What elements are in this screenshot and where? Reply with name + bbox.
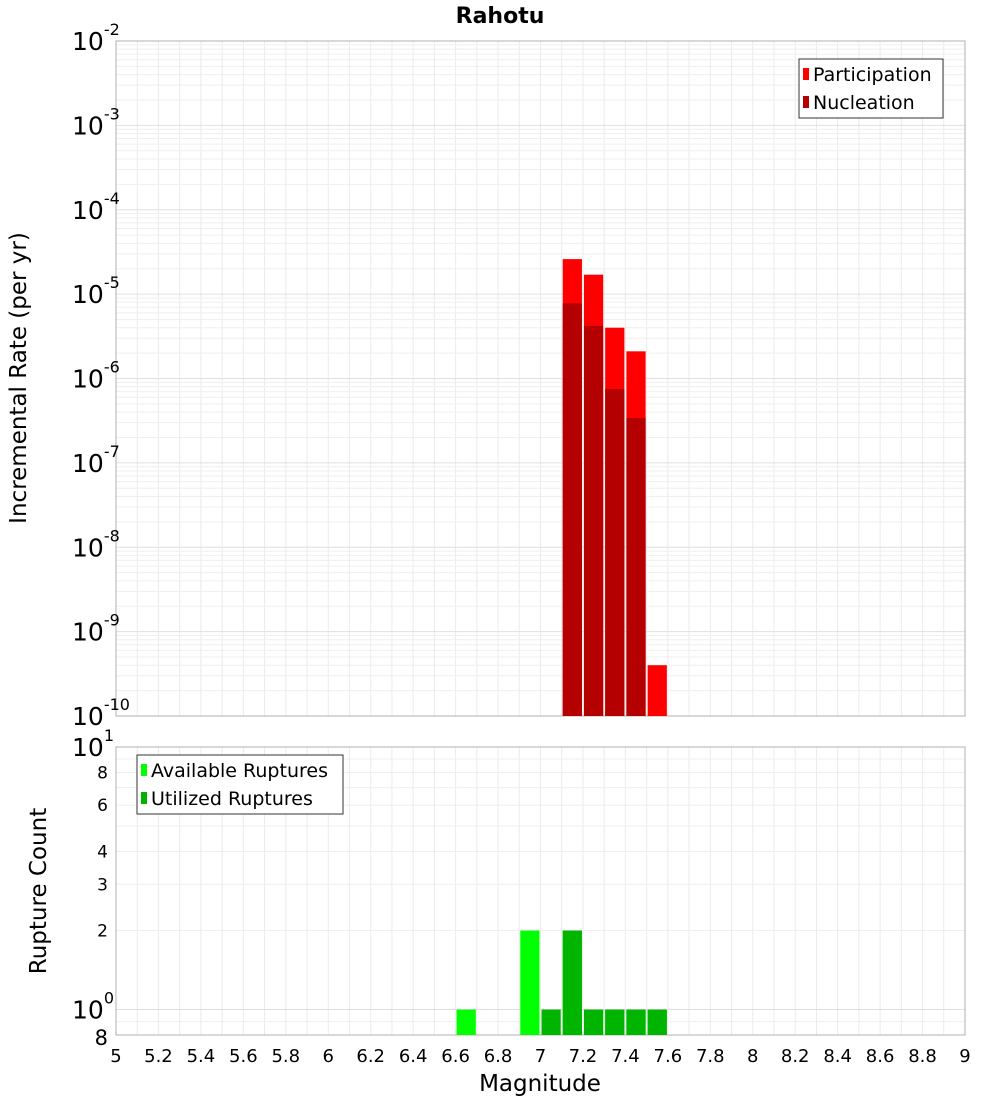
x-tick-label: 7.6: [654, 1046, 683, 1067]
bottom-bar-utilized-ruptures: [583, 1009, 604, 1035]
top-bar-nucleation: [605, 389, 625, 716]
y-tick-label: 10-10: [72, 695, 130, 731]
legend-swatch: [141, 764, 147, 776]
y-tick-label: 10-9: [72, 611, 120, 647]
bottom-y-axis-label: Rupture Count: [26, 808, 52, 974]
top-y-tick-labels: 10-2 10-3 10-4 10-5 10-6 10-7 10-8 10-9 10-10: [72, 20, 130, 731]
x-tick-label: 8.4: [823, 1046, 852, 1067]
x-tick-label: 8.6: [866, 1046, 895, 1067]
top-plot-area: [115, 40, 966, 717]
x-tick-label: 6.4: [399, 1046, 428, 1067]
y-tick-label: 10-5: [72, 273, 120, 309]
x-tick-label: 6: [323, 1046, 334, 1067]
x-tick-labels: 5 5.2 5.4 5.6 5.8 6 6.2 6.4 6.6 6.8 7 7.2 7.4 7.6 7.8 8…: [110, 1046, 970, 1067]
y-tick-label: 101: [72, 726, 114, 762]
x-tick-label: 7.4: [611, 1046, 640, 1067]
x-tick-label: 6.6: [441, 1046, 470, 1067]
top-panel-bars: [562, 259, 667, 716]
x-tick-label: 5.4: [187, 1046, 216, 1067]
top-bar-participation: [647, 665, 667, 716]
x-tick-label: 5.8: [271, 1046, 300, 1067]
legend-swatch: [803, 68, 809, 80]
y-tick-label: 10-4: [72, 189, 120, 225]
x-tick-label: 6.2: [356, 1046, 385, 1067]
bottom-bar-utilized-ruptures: [626, 1009, 646, 1035]
x-tick-label: 7.2: [569, 1046, 598, 1067]
x-tick-label: 8.8: [908, 1046, 937, 1067]
top-bar-nucleation: [583, 325, 604, 716]
x-axis-label: Magnitude: [479, 1071, 601, 1097]
top-bar-nucleation: [626, 418, 646, 716]
legend-swatch: [141, 792, 147, 804]
x-tick-label: 7.8: [696, 1046, 725, 1067]
y-tick-label: 10-8: [72, 526, 120, 562]
bottom-plot-area: [115, 746, 966, 1036]
y-tick-label: 10-6: [72, 358, 120, 394]
y-tick-label: 8: [95, 1026, 108, 1050]
x-tick-label: 9: [959, 1046, 970, 1067]
legend-swatch: [803, 96, 809, 108]
y-tick-label: 4: [97, 842, 108, 862]
bottom-bar-available-ruptures: [456, 1009, 476, 1035]
top-legend: Participation Nucleation: [798, 58, 944, 119]
bottom-bar-utilized-ruptures: [541, 1009, 561, 1035]
x-tick-label: 7: [535, 1046, 546, 1067]
bottom-legend: Available Ruptures Utilized Ruptures: [136, 754, 344, 815]
x-tick-label: 5.2: [144, 1046, 173, 1067]
top-panel-grid: [115, 41, 966, 717]
bottom-bar-utilized-ruptures: [647, 1009, 667, 1035]
y-tick-label: 10-7: [72, 442, 120, 478]
x-tick-label: 8: [747, 1046, 758, 1067]
bottom-legend-box: [136, 754, 344, 815]
top-bar-nucleation: [562, 303, 582, 716]
bottom-bar-utilized-ruptures: [605, 1009, 625, 1035]
x-tick-label: 8.2: [781, 1046, 810, 1067]
legend-label: Utilized Ruptures: [151, 788, 313, 810]
bottom-bar-available-ruptures: [520, 930, 540, 1035]
x-tick-label: 6.8: [484, 1046, 513, 1067]
top-legend-box: [798, 58, 944, 119]
y-tick-label: 3: [97, 875, 108, 895]
y-tick-label: 6: [97, 796, 108, 816]
y-tick-label: 100: [72, 989, 114, 1025]
y-tick-label: 8: [97, 763, 108, 783]
top-y-axis-label: Incremental Rate (per yr): [6, 232, 32, 524]
bottom-panel-bars: [456, 930, 667, 1035]
legend-label: Participation: [813, 64, 932, 86]
y-tick-label: 10-3: [72, 104, 120, 140]
chart-title: Rahotu: [456, 4, 545, 29]
legend-label: Nucleation: [813, 92, 915, 114]
x-tick-label: 5.6: [229, 1046, 258, 1067]
y-tick-label: 10-2: [72, 20, 120, 56]
y-tick-label: 2: [97, 922, 108, 942]
bottom-bar-utilized-ruptures: [562, 930, 582, 1035]
x-tick-label: 5: [110, 1046, 121, 1067]
legend-label: Available Ruptures: [151, 760, 328, 782]
